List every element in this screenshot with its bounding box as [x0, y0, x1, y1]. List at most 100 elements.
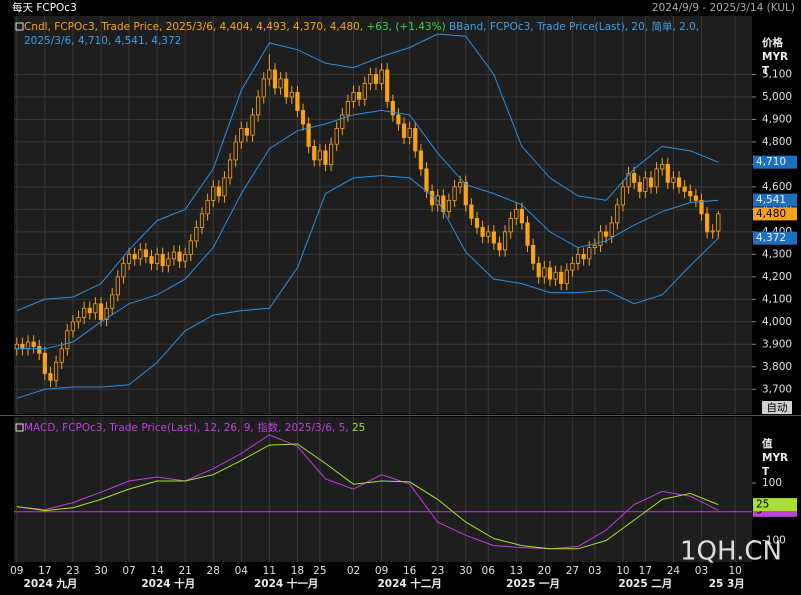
- legend-text: Cndl, FCPOc3, Trade Price, 2025/3/6, 4,4…: [24, 21, 363, 33]
- y-tick-label: 3,900: [762, 338, 792, 350]
- candle-body: [138, 249, 143, 260]
- candle-body: [216, 186, 221, 197]
- legend-line: MACD, FCPOc3, Trade Price(Last), 12, 26,…: [24, 421, 365, 434]
- candle-body: [334, 128, 339, 145]
- y-axis-label: MYR: [762, 51, 788, 63]
- legend-icon: [15, 423, 24, 432]
- y-axis-label: 值: [762, 437, 773, 450]
- candle-body: [87, 307, 92, 314]
- auto-button-label[interactable]: 自动: [767, 401, 788, 414]
- header-title: 每天 FCPOc3: [12, 1, 77, 14]
- candle-body: [693, 195, 698, 201]
- x-tick-label: 14: [150, 565, 164, 577]
- candle-body: [469, 204, 474, 219]
- candle-body: [620, 186, 626, 206]
- candle-body: [239, 128, 244, 143]
- y-tick-label: 5,100: [762, 68, 792, 80]
- candle-body: [379, 69, 384, 84]
- y-tick-label: 4,100: [762, 293, 792, 305]
- candle-body: [603, 231, 609, 237]
- candle-body: [328, 143, 334, 165]
- candle-body: [188, 240, 193, 255]
- candle-body: [171, 251, 177, 260]
- candle-body: [284, 78, 289, 98]
- candle-body: [665, 164, 670, 183]
- candle-body: [199, 213, 205, 228]
- legend-text: MACD, FCPOc3, Trade Price(Last), 12, 26,…: [24, 421, 349, 434]
- value-label: 4,710: [756, 156, 786, 168]
- x-tick-label: 16: [403, 565, 417, 577]
- candle-body: [42, 352, 47, 374]
- value-label-box: [753, 155, 797, 169]
- candle-body: [25, 341, 31, 350]
- candle-body: [643, 177, 648, 192]
- candle-body: [351, 92, 356, 102]
- y-tick-label: 4,900: [762, 113, 792, 125]
- value-label-box: [753, 498, 797, 512]
- candle-body: [31, 341, 36, 347]
- candle-body: [227, 159, 233, 179]
- candle-body: [289, 92, 294, 98]
- legend-line: 2025/3/6, 4,710, 4,541, 4,372: [24, 35, 181, 47]
- candle-body: [166, 258, 171, 266]
- candle-body: [160, 253, 165, 266]
- x-tick-label: 17: [38, 565, 51, 577]
- candle-body: [70, 321, 76, 332]
- candle-body: [682, 186, 687, 192]
- value-label: 4,541: [756, 194, 786, 206]
- x-tick-label: 11: [263, 565, 276, 577]
- legend-icon: [15, 22, 24, 31]
- x-tick-label: 20: [538, 565, 551, 577]
- band-line: [16, 33, 719, 312]
- candle-body: [194, 226, 199, 242]
- period-label: 2024 十月: [141, 577, 195, 590]
- candle-body: [486, 231, 491, 237]
- candle-body: [295, 92, 300, 111]
- x-tick-label: 24: [667, 565, 681, 577]
- x-tick-label: 23: [66, 565, 79, 577]
- candle-body: [716, 213, 721, 232]
- y-tick-label: -100: [762, 534, 786, 546]
- candle-body: [312, 146, 317, 161]
- period-label: 25 3月: [709, 578, 745, 590]
- x-tick-label: 03: [588, 565, 601, 577]
- candle-body: [317, 150, 322, 161]
- candle-body: [121, 262, 126, 278]
- candle-body: [396, 114, 401, 125]
- x-tick-label: 04: [235, 565, 249, 577]
- candle-body: [671, 177, 676, 183]
- candle-body: [110, 294, 115, 309]
- candle-body: [575, 253, 581, 264]
- candle-body: [261, 78, 266, 98]
- candle-body: [306, 123, 311, 147]
- candle-body: [98, 303, 104, 320]
- candle-body: [115, 276, 120, 296]
- macd-line: [16, 434, 719, 550]
- candle-body: [244, 128, 250, 136]
- y-tick-label: 4,800: [762, 136, 792, 148]
- candle-body: [82, 307, 87, 318]
- x-tick-label: 30: [459, 565, 472, 577]
- candle-body: [458, 181, 463, 188]
- candle-body: [688, 190, 693, 197]
- legend-text: 2025/3/6, 4,710, 4,541, 4,372: [24, 35, 181, 47]
- x-tick-label: 25: [313, 565, 326, 577]
- candle-body: [710, 230, 715, 233]
- auto-button[interactable]: [762, 401, 792, 414]
- candle-body: [474, 217, 480, 228]
- candle-body: [424, 168, 429, 192]
- y-tick-label: 4,000: [762, 316, 792, 328]
- period-label: 2024 十一月: [254, 577, 318, 590]
- legend-text: BBand, FCPOc3, Trade Price(Last), 20, 简单…: [449, 20, 699, 33]
- candle-body: [233, 141, 238, 161]
- candle-body: [637, 181, 642, 192]
- candle-body: [519, 208, 525, 224]
- candle-body: [211, 186, 216, 201]
- candle-body: [362, 83, 367, 100]
- legend-text: +63, (+1.43%): [367, 21, 446, 33]
- x-tick-label: 13: [510, 565, 523, 577]
- candle-body: [654, 168, 659, 188]
- candle-body: [278, 78, 283, 89]
